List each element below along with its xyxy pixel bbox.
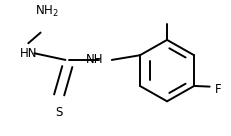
Text: F: F: [214, 83, 221, 96]
Text: S: S: [55, 106, 63, 119]
Text: HN: HN: [20, 47, 37, 60]
Text: NH: NH: [85, 53, 103, 66]
Text: NH$_2$: NH$_2$: [35, 3, 58, 18]
